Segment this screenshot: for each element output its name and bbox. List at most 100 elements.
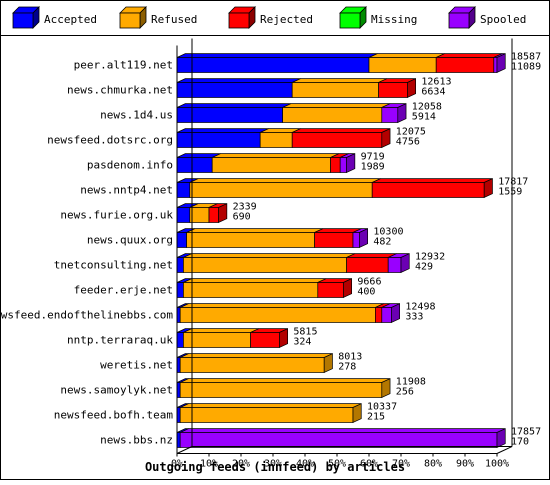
x-tick-label: 0% xyxy=(171,459,183,470)
bar-segment-refused xyxy=(368,57,437,73)
bar-side-rejected xyxy=(279,328,288,349)
legend-item-rejected: Rejected xyxy=(228,6,313,29)
value-label-offered: 9719 xyxy=(361,152,385,163)
legend-swatch xyxy=(12,12,34,29)
bar-top-refused xyxy=(368,53,445,58)
axes: 0% 10% 20% 30% 40% 50% 60% 70% 80% 90% 100% xyxy=(171,38,513,470)
floor-left-edge xyxy=(176,446,193,454)
bar-row-news-bbs-nz xyxy=(176,428,506,449)
bar-side-refused xyxy=(352,403,362,424)
category-label: news.samoylyk.net xyxy=(60,384,173,397)
x-tick-label: 40% xyxy=(296,459,314,470)
bar-segment-accepted xyxy=(176,82,293,98)
bar-side-rejected xyxy=(407,78,416,99)
legend-label: Missing xyxy=(371,13,417,26)
bar-segment-accepted xyxy=(176,107,283,123)
value-label-accepted: 4756 xyxy=(396,137,420,148)
bar-side-rejected xyxy=(483,178,493,199)
legend: Accepted Refused Rejected Missing Spooled xyxy=(12,6,526,29)
bar-top-refused xyxy=(212,153,339,158)
legend-label: Refused xyxy=(151,13,197,26)
bar-row-weretis-net xyxy=(176,353,333,374)
value-label-offered: 10300 xyxy=(373,227,403,238)
value-label-offered: 18587 xyxy=(511,52,541,63)
bar-segment-refused xyxy=(183,257,347,273)
bar-segment-refused xyxy=(179,407,354,423)
bar-side-rejected xyxy=(218,203,228,224)
value-label-offered: 12932 xyxy=(415,252,445,263)
bar-segment-accepted xyxy=(176,257,184,273)
bar-segment-refused xyxy=(179,357,325,373)
bar-side-spooled xyxy=(400,253,410,274)
legend-swatch xyxy=(448,12,470,29)
category-label: peer.alt119.net xyxy=(74,59,173,72)
x-tick-label: 50% xyxy=(328,459,346,470)
value-label-accepted: 1989 xyxy=(361,162,385,173)
value-label-accepted: 1559 xyxy=(498,187,522,198)
category-label: newsfeed.bofh.team xyxy=(54,409,174,422)
bar-segment-rejected xyxy=(208,207,219,223)
bar-side-spooled xyxy=(397,103,407,124)
bar-row-newsfeed-endofthelinebbs-com xyxy=(176,303,400,324)
bar-side-rejected xyxy=(343,278,352,299)
legend-item-missing: Missing xyxy=(339,6,417,29)
legend-item-refused: Refused xyxy=(119,6,197,29)
value-label-accepted: 215 xyxy=(367,412,385,423)
category-label: news.1d4.us xyxy=(100,109,173,122)
value-label-accepted: 170 xyxy=(511,437,529,448)
bar-top-refused xyxy=(189,178,381,183)
category-label: news.quux.org xyxy=(87,234,173,247)
value-label-offered: 17817 xyxy=(498,177,528,188)
category-label: news.chmurka.net xyxy=(67,84,173,97)
bar-segment-refused xyxy=(179,382,383,398)
value-label-offered: 12498 xyxy=(405,302,435,313)
value-label-accepted: 690 xyxy=(233,212,251,223)
legend-item-accepted: Accepted xyxy=(12,6,97,29)
bar-segment-accepted xyxy=(176,282,184,298)
bar-segment-refused xyxy=(282,107,383,123)
value-label-accepted: 429 xyxy=(415,262,433,273)
bar-segment-rejected xyxy=(375,307,383,323)
bar-segment-accepted xyxy=(176,57,370,73)
bar-segment-rejected xyxy=(330,157,341,173)
bar-top-accepted xyxy=(176,103,291,108)
x-tick-label: 80% xyxy=(424,459,442,470)
bar-segment-accepted xyxy=(176,157,213,173)
legend-swatch xyxy=(228,12,250,29)
bar-segment-refused xyxy=(189,207,210,223)
category-label: news.bbs.nz xyxy=(100,434,173,447)
value-label-offered: 17857 xyxy=(511,427,541,438)
value-label-offered: 8013 xyxy=(338,352,362,363)
bar-top-refused xyxy=(282,103,391,108)
bar-row-peer-alt119-net xyxy=(176,53,506,74)
value-label-offered: 5815 xyxy=(293,327,317,338)
value-label-accepted: 278 xyxy=(338,362,356,373)
bar-side-spooled xyxy=(359,228,368,249)
value-label-accepted: 333 xyxy=(405,312,423,323)
bar-row-newsfeed-dotsrc-org xyxy=(176,128,391,149)
bar-segment-refused xyxy=(211,157,331,173)
x-tick-label: 30% xyxy=(264,459,282,470)
x-tick-label: 70% xyxy=(392,459,410,470)
legend-swatch xyxy=(119,12,141,29)
bar-segment-rejected xyxy=(314,232,354,248)
bar-top-refused xyxy=(180,378,391,383)
bar-top-spooled xyxy=(180,428,506,433)
x-tick-label: 90% xyxy=(456,459,474,470)
category-label: news.furie.org.uk xyxy=(60,209,173,222)
category-label: feeder.erje.net xyxy=(74,284,173,297)
value-label-offered: 11908 xyxy=(396,377,426,388)
value-label-offered: 2339 xyxy=(233,202,257,213)
legend-label: Spooled xyxy=(480,13,526,26)
value-label-accepted: 5914 xyxy=(412,112,436,123)
category-label: newsfeed.dotsrc.org xyxy=(47,134,173,147)
bar-side-refused xyxy=(323,353,333,374)
bar-top-accepted xyxy=(176,128,269,133)
value-label-offered: 12613 xyxy=(421,77,451,88)
bar-row-nntp-terraraq-uk xyxy=(176,328,288,349)
category-label: tnetconsulting.net xyxy=(54,259,173,272)
bar-segment-spooled xyxy=(352,232,360,248)
